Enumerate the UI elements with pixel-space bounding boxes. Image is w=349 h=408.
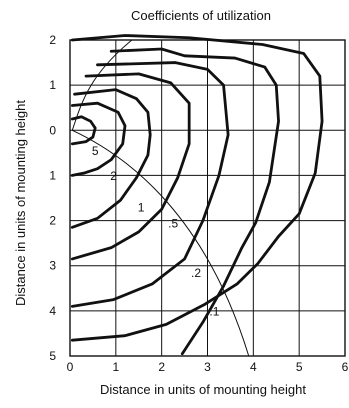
- y-tick-label: 1: [49, 168, 56, 182]
- guide-curves: [72, 40, 248, 356]
- y-tick-label: 1: [49, 78, 56, 92]
- contour-label: .5: [168, 216, 178, 230]
- x-tick-label: 4: [250, 360, 257, 374]
- contour-outer: [72, 35, 322, 340]
- chart-title: Coefficients of utilization: [131, 8, 271, 23]
- y-tick-label: 5: [49, 349, 56, 363]
- x-tick-label: 6: [342, 360, 349, 374]
- contour-label: 2: [110, 169, 117, 183]
- contour-series: [72, 35, 322, 353]
- contour-label: 1: [138, 201, 145, 215]
- contour-line: [72, 103, 125, 175]
- y-axis-label: Distance in units of mounting height: [13, 100, 28, 306]
- x-tick-label: 1: [112, 360, 119, 374]
- y-tick-label: 2: [49, 214, 56, 228]
- x-axis-label: Distance in units of mounting height: [100, 382, 306, 397]
- contour-labels: 52 1 .5 .2 .1: [92, 144, 220, 318]
- x-tick-label: 5: [296, 360, 303, 374]
- contour-label: .1: [209, 304, 219, 318]
- x-tick-label: 2: [158, 360, 165, 374]
- y-tick-label: 3: [49, 259, 56, 273]
- grid-lines: [70, 40, 345, 356]
- y-tick-label: 2: [49, 33, 56, 47]
- contour-label: 5: [92, 144, 99, 158]
- y-tick-label: 4: [49, 304, 56, 318]
- y-tick-label: 0: [49, 123, 56, 137]
- x-tick-label: 3: [204, 360, 211, 374]
- x-tick-label: 0: [67, 360, 74, 374]
- contour-label: .2: [191, 266, 201, 280]
